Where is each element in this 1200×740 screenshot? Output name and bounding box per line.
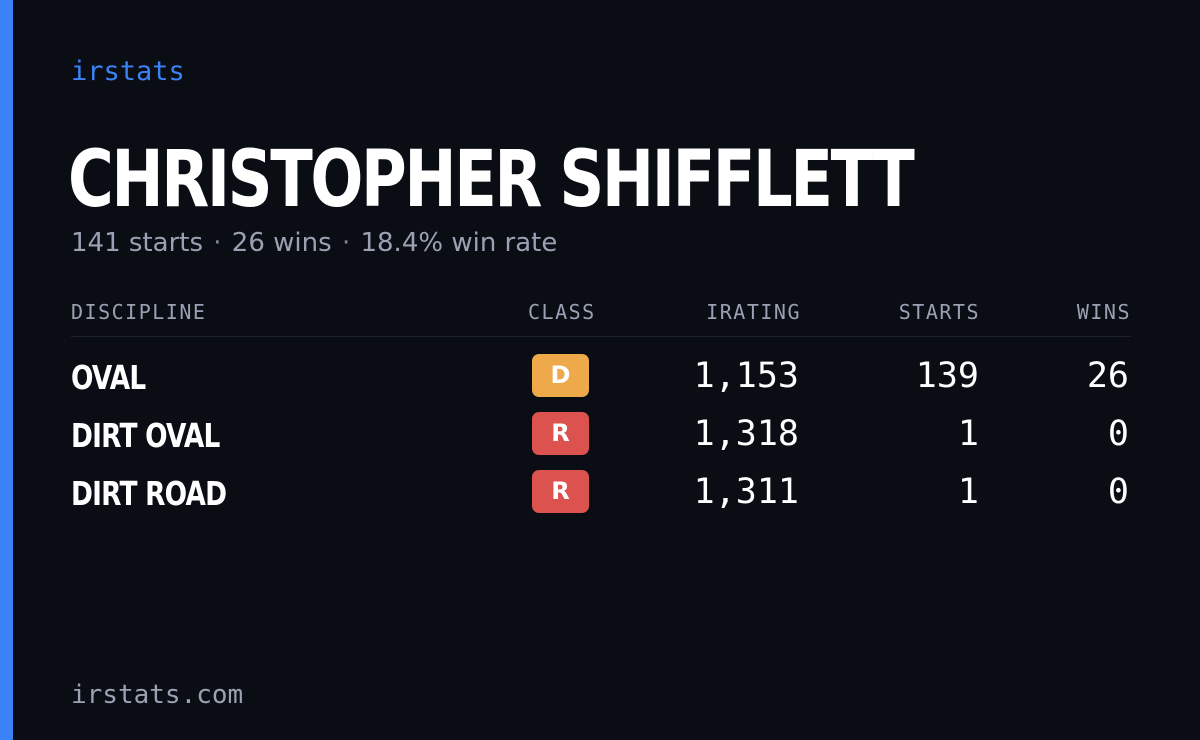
wins-value: 26 [1086,356,1129,396]
column-header-discipline: DISCIPLINE [71,300,207,324]
class-badge: R [532,470,589,513]
header-divider [71,336,1131,337]
column-header-wins: WINS [1076,300,1131,324]
summary-wins: 26 wins [231,228,332,258]
irating-value: 1,153 [693,356,799,396]
driver-name: CHRISTOPHER SHIFFLETT [68,135,915,225]
class-badge: R [532,412,589,455]
brand-logo-text: irstats [71,56,185,87]
table-row: DIRT ROAD R 1,311 1 0 [71,470,1131,520]
wins-value: 0 [1107,472,1129,512]
irating-value: 1,318 [693,414,799,454]
table-row: OVAL D 1,153 139 26 [71,354,1131,404]
discipline-label: OVAL [71,358,146,397]
column-header-starts: STARTS [898,300,980,324]
class-badge: D [532,354,589,397]
starts-value: 139 [915,356,979,396]
discipline-label: DIRT ROAD [71,474,227,513]
irating-value: 1,311 [693,472,799,512]
column-header-irating: IRATING [706,300,801,324]
discipline-label: DIRT OVAL [71,416,220,455]
starts-value: 1 [957,472,979,512]
wins-value: 0 [1107,414,1129,454]
summary-separator: · [341,228,351,258]
starts-value: 1 [957,414,979,454]
accent-bar [0,0,13,740]
driver-summary: 141 starts · 26 wins · 18.4% win rate [71,228,557,258]
table-row: DIRT OVAL R 1,318 1 0 [71,412,1131,462]
column-header-class: CLASS [528,300,596,324]
summary-separator: · [213,228,222,258]
footer-url: irstats.com [71,680,244,710]
summary-win-rate: 18.4% win rate [360,228,558,258]
summary-starts: 141 starts [71,228,203,258]
